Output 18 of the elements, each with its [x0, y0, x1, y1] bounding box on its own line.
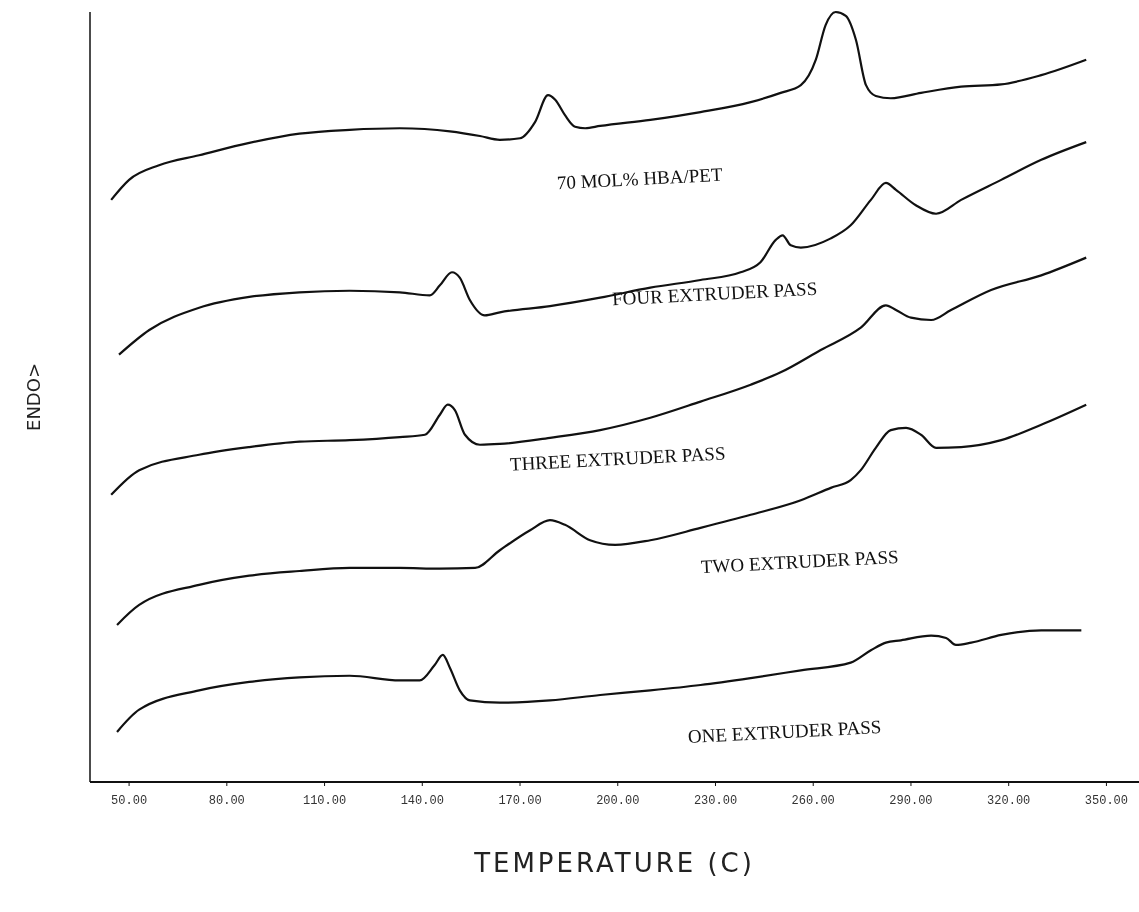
- series-label: FOUR EXTRUDER PASS: [611, 277, 818, 310]
- series-label: TWO EXTRUDER PASS: [700, 545, 899, 578]
- x-tick-label: 320.00: [987, 794, 1031, 808]
- series-label: ONE EXTRUDER PASS: [687, 715, 882, 748]
- x-axis-title: TEMPERATURE (C): [473, 848, 755, 878]
- x-tick-label: 170.00: [498, 794, 542, 808]
- x-tick-label: 80.00: [208, 794, 245, 808]
- x-tick-label: 50.00: [111, 794, 148, 808]
- text: 70 MOL% HBA/PET: [556, 163, 724, 194]
- x-tick-label: 140.00: [400, 794, 444, 808]
- x-tick-label: 200.00: [596, 794, 640, 808]
- x-tick-label: 290.00: [889, 794, 933, 808]
- x-tick-label: 350.00: [1084, 794, 1129, 808]
- x-tick-label: 110.00: [302, 794, 347, 808]
- y-axis-title: ENDO>: [23, 363, 44, 431]
- x-tick-label: 260.00: [791, 794, 835, 808]
- x-tick-label: 230.00: [693, 794, 738, 808]
- series-label: THREE EXTRUDER PASS: [509, 442, 726, 475]
